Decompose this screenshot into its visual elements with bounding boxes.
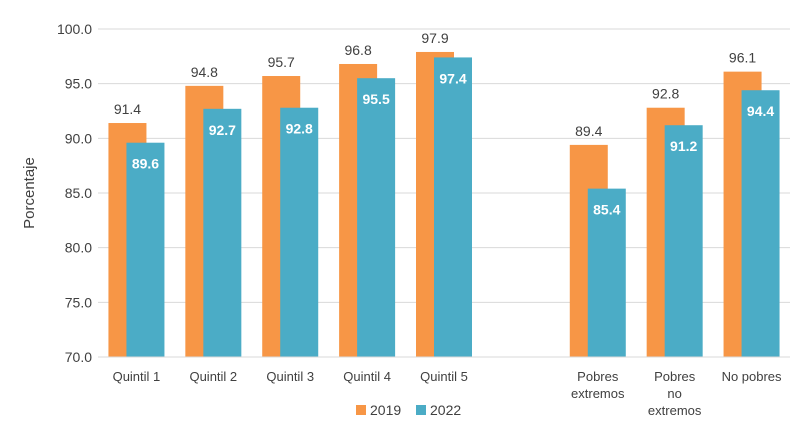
bar-2022 [434,57,472,357]
x-tick-label: Quintil 3 [266,369,314,384]
x-tick-label: Quintil 5 [420,369,468,384]
y-tick-label: 100.0 [57,21,92,37]
legend-swatch-2022 [416,405,426,415]
data-label-2019: 97.9 [421,30,448,46]
x-tick-label: Pobres [577,369,619,384]
legend-label: 2019 [370,402,401,418]
x-tick-label: extremos [571,386,625,401]
y-tick-label: 80.0 [65,240,92,256]
x-tick-label: No pobres [722,369,782,384]
bar-2022 [741,90,780,357]
data-label-2022: 89.6 [132,156,159,172]
data-label-2019: 96.8 [344,42,371,58]
y-tick-label: 70.0 [65,349,92,365]
y-tick-label: 85.0 [65,185,92,201]
data-label-2022: 97.4 [439,70,466,86]
data-label-2019: 95.7 [268,54,295,70]
bar-2022 [126,142,165,357]
data-label-2019: 89.4 [575,123,602,139]
legend-label: 2022 [430,402,461,418]
x-tick-label: extremos [648,403,702,418]
data-label-2019: 92.8 [652,86,679,102]
bar-2022 [280,107,319,357]
bar-2022 [587,188,626,357]
data-label-2019: 94.8 [191,64,218,80]
bar-2022 [203,108,242,358]
x-tick-label: no [667,386,681,401]
x-tick-label: Pobres [654,369,696,384]
y-tick-label: 95.0 [65,76,92,92]
data-label-2019: 96.1 [729,50,756,66]
y-tick-label: 75.0 [65,294,92,310]
x-tick-label: Quintil 4 [343,369,391,384]
y-axis-label: Porcentaje [21,157,38,229]
data-label-2022: 94.4 [747,103,774,119]
data-label-2022: 91.2 [670,138,697,154]
y-tick-label: 90.0 [65,130,92,146]
bar-2022 [357,78,396,357]
legend-swatch-2019 [356,405,366,415]
bar-2022 [664,125,703,357]
data-label-2022: 92.8 [286,121,313,137]
data-label-2022: 92.7 [209,122,236,138]
x-tick-label: Quintil 1 [113,369,161,384]
data-label-2019: 91.4 [114,101,141,117]
data-label-2022: 85.4 [593,202,620,218]
x-tick-label: Quintil 2 [189,369,237,384]
data-label-2022: 95.5 [362,91,389,107]
